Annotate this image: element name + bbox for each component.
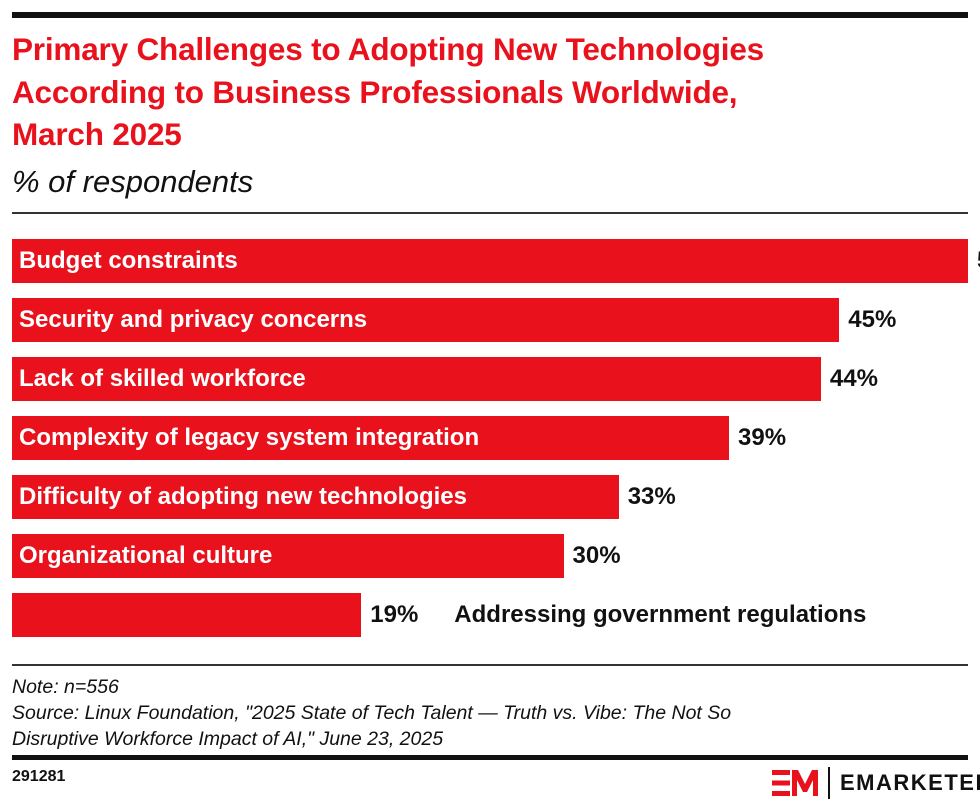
value-label: 45% [848, 306, 897, 333]
category-label: Lack of skilled workforce [19, 365, 306, 392]
em-logo-icon [772, 770, 818, 796]
bar [12, 475, 619, 519]
category-label: Difficulty of adopting new technologies [19, 483, 467, 510]
category-label: Security and privacy concerns [19, 306, 368, 333]
value-label: 52% [977, 239, 980, 283]
logo-separator [828, 767, 830, 799]
chart-title: Primary Challenges to Adopting New Techn… [12, 28, 972, 156]
source-text: Source: Linux Foundation, "2025 State of… [12, 702, 732, 724]
footer-divider [12, 664, 968, 666]
chart-id: 291281 [12, 768, 66, 785]
source-text: Disruptive Workforce Impact of AI," June… [12, 728, 444, 750]
category-label: Organizational culture [19, 542, 273, 569]
value-label: 44% [829, 365, 878, 392]
logo-text: EMARKETER [840, 770, 980, 795]
bar [12, 357, 821, 401]
category-label: Budget constraints [19, 247, 238, 274]
bar [12, 298, 840, 342]
value-label: 39% [738, 424, 787, 451]
title-line: Primary Challenges to Adopting New Techn… [12, 31, 764, 67]
notes: Note: n=556 Source: Linux Foundation, "2… [12, 674, 731, 752]
chart-subtitle: % of respondents [12, 164, 254, 199]
title-line: According to Business Professionals Worl… [12, 73, 738, 110]
value-label: 30% [572, 542, 621, 569]
category-label: Addressing government regulations [454, 601, 867, 628]
note-text: Note: n=556 [12, 676, 119, 698]
value-label: 19% [370, 601, 419, 628]
bottom-rule [12, 755, 968, 760]
header-divider [12, 212, 968, 214]
bar [12, 534, 564, 578]
bar [12, 416, 729, 460]
title-line: March 2025 [12, 116, 182, 152]
category-label: Complexity of legacy system integration [19, 424, 480, 451]
top-rule [12, 12, 968, 18]
bar [12, 239, 968, 283]
value-label: 33% [627, 483, 676, 510]
emarketer-logo: EMARKETER [772, 766, 980, 800]
bar-chart: Budget constraints 52% Security and privac… [0, 230, 980, 650]
bar [12, 593, 362, 637]
